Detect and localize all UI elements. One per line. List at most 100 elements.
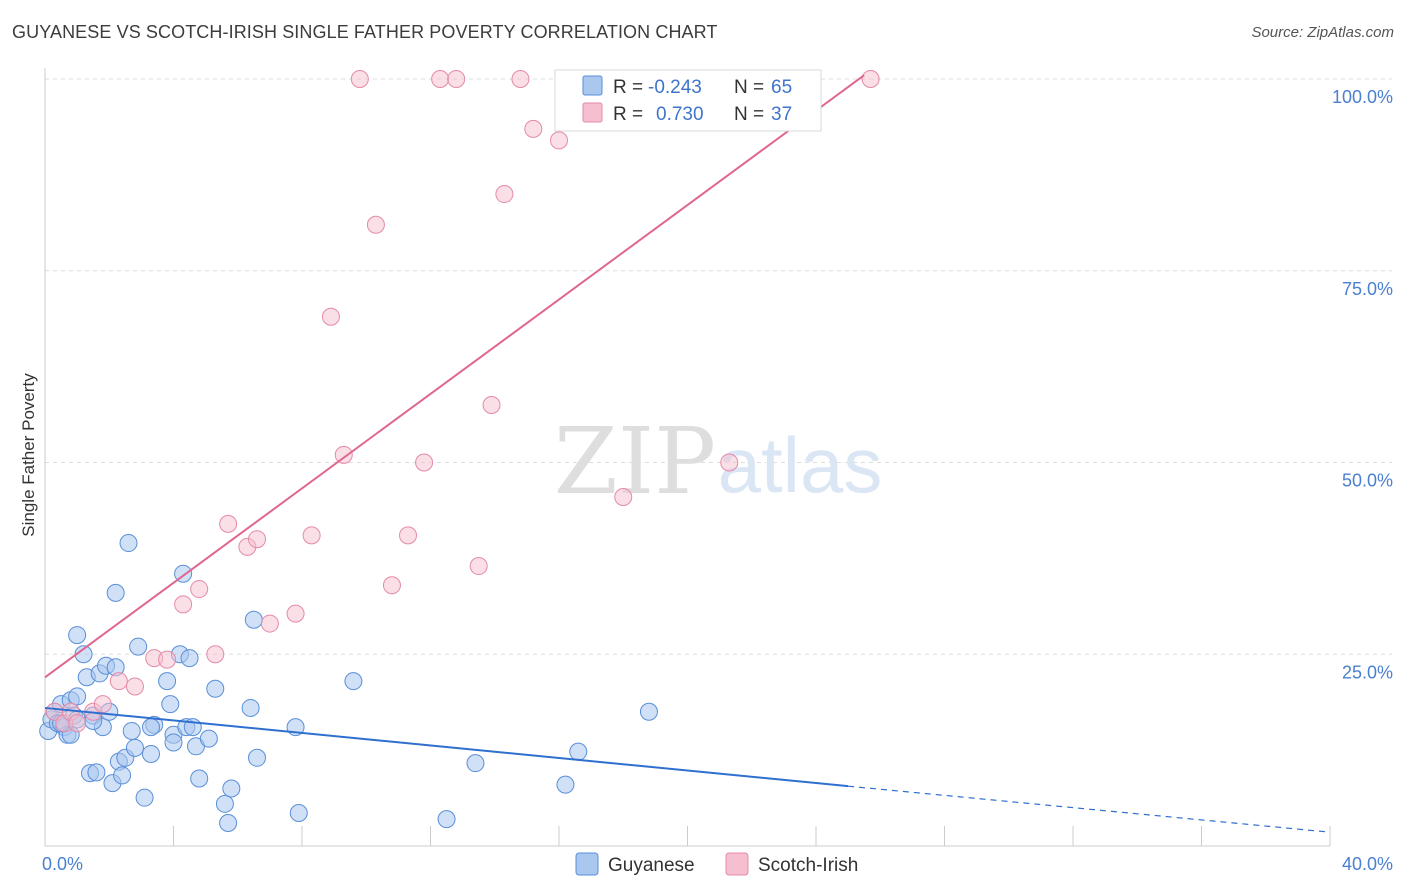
data-point-guyanese <box>142 718 161 737</box>
data-point-guyanese <box>125 738 144 757</box>
watermark-zip: ZIP <box>554 408 716 515</box>
data-point-scotch-irish <box>511 70 530 88</box>
data-point-guyanese <box>199 729 218 748</box>
data-point-guyanese <box>113 766 132 785</box>
data-point-scotch-irish <box>382 576 401 595</box>
data-point-guyanese <box>68 626 87 645</box>
data-point-scotch-irish <box>447 70 466 88</box>
data-point-scotch-irish <box>93 695 112 714</box>
grid-lines <box>45 78 1392 655</box>
data-point-guyanese <box>437 810 456 829</box>
stats-n-value-guyanese: 65 <box>771 77 792 98</box>
legend: Guyanese Scotch-Irish <box>575 852 858 876</box>
y-tick-label-50: 50.0% <box>1342 471 1393 491</box>
data-point-guyanese <box>119 534 138 553</box>
data-point-guyanese <box>206 679 225 698</box>
data-point-scotch-irish <box>495 185 514 204</box>
data-point-scotch-irish <box>219 514 238 533</box>
data-point-scotch-irish <box>174 595 193 614</box>
data-point-guyanese <box>180 649 199 668</box>
x-tick-label-min: 0.0% <box>42 854 83 874</box>
data-point-guyanese <box>244 610 263 629</box>
data-point-guyanese <box>241 698 260 717</box>
data-point-guyanese <box>639 702 658 721</box>
source-credit: Source: ZipAtlas.com <box>1251 24 1394 41</box>
scotch-irish-points <box>45 70 880 733</box>
legend-label-guyanese: Guyanese <box>608 855 695 876</box>
watermark-atlas: atlas <box>718 421 883 509</box>
data-point-scotch-irish <box>109 672 128 691</box>
stats-n-value-scotch-irish: 37 <box>771 104 792 125</box>
stats-r-value-scotch-irish: 0.730 <box>656 104 704 125</box>
axes <box>44 68 1331 847</box>
data-point-guyanese <box>190 769 209 788</box>
x-tick-label-max: 40.0% <box>1342 854 1393 874</box>
stats-r-label-scotch-irish: R = <box>613 104 643 125</box>
data-point-scotch-irish <box>68 714 87 733</box>
trend-line-guyanese <box>44 706 849 788</box>
watermark: ZIP atlas <box>554 408 882 515</box>
y-axis-label: Single Father Poverty <box>19 373 38 537</box>
data-point-scotch-irish <box>366 215 385 234</box>
legend-swatch-guyanese <box>575 852 599 876</box>
stats-r-label-guyanese: R = <box>613 77 643 98</box>
data-point-guyanese <box>87 763 106 782</box>
trend-line-scotch-irish <box>44 74 865 679</box>
data-point-guyanese <box>129 637 148 656</box>
data-point-scotch-irish <box>125 677 144 696</box>
data-point-guyanese <box>106 583 125 602</box>
data-point-scotch-irish <box>286 604 305 623</box>
trend-line-guyanese-extension <box>848 785 1331 833</box>
data-point-scotch-irish <box>431 70 450 88</box>
data-point-scotch-irish <box>190 580 209 599</box>
data-point-guyanese <box>569 742 588 761</box>
data-point-guyanese <box>289 804 308 823</box>
data-point-scotch-irish <box>720 453 739 472</box>
chart-title: GUYANESE VS SCOTCH-IRISH SINGLE FATHER P… <box>12 22 718 42</box>
y-tick-label-100: 100.0% <box>1332 87 1393 107</box>
data-point-guyanese <box>344 672 363 691</box>
data-point-guyanese <box>219 813 238 832</box>
data-point-guyanese <box>68 687 87 706</box>
legend-label-scotch-irish: Scotch-Irish <box>758 855 858 876</box>
data-point-guyanese <box>248 748 267 767</box>
data-point-scotch-irish <box>482 395 501 414</box>
stats-r-value-guyanese: -0.243 <box>648 77 702 98</box>
data-point-scotch-irish <box>399 526 418 545</box>
data-point-scotch-irish <box>321 307 340 326</box>
data-point-scotch-irish <box>524 119 543 138</box>
x-tick-labels: 0.0% 40.0% <box>42 854 1393 874</box>
data-point-scotch-irish <box>260 614 279 633</box>
y-tick-labels: 25.0% 50.0% 75.0% 100.0% <box>1332 87 1393 682</box>
trend-lines <box>44 74 1331 833</box>
stats-swatch-scotch-irish <box>582 102 603 123</box>
stats-box: R = -0.243 N = 65 R = 0.730 N = 37 <box>554 69 822 132</box>
data-point-scotch-irish <box>302 526 321 545</box>
data-point-scotch-irish <box>469 557 488 576</box>
data-point-guyanese <box>215 794 234 813</box>
data-point-guyanese <box>556 775 575 794</box>
data-point-guyanese <box>122 721 141 740</box>
data-point-scotch-irish <box>415 453 434 472</box>
data-point-scotch-irish <box>158 650 177 669</box>
data-point-scotch-irish <box>248 530 267 549</box>
data-point-guyanese <box>164 733 183 752</box>
data-point-scotch-irish <box>861 70 880 88</box>
y-tick-label-25: 25.0% <box>1342 662 1393 682</box>
stats-swatch-guyanese <box>582 75 603 96</box>
data-point-scotch-irish <box>614 488 633 507</box>
data-point-scotch-irish <box>550 131 568 150</box>
data-point-scotch-irish <box>350 70 369 88</box>
data-point-guyanese <box>161 695 180 714</box>
legend-swatch-scotch-irish <box>725 852 749 876</box>
data-point-guyanese <box>135 788 154 807</box>
y-tick-label-75: 75.0% <box>1342 279 1393 299</box>
data-point-guyanese <box>466 754 485 773</box>
data-point-guyanese <box>158 672 177 691</box>
stats-n-label-scotch-irish: N = <box>734 104 764 125</box>
stats-n-label-guyanese: N = <box>734 77 764 98</box>
data-point-scotch-irish <box>206 645 225 664</box>
data-point-scotch-irish <box>334 445 353 464</box>
data-point-guyanese <box>142 744 161 763</box>
